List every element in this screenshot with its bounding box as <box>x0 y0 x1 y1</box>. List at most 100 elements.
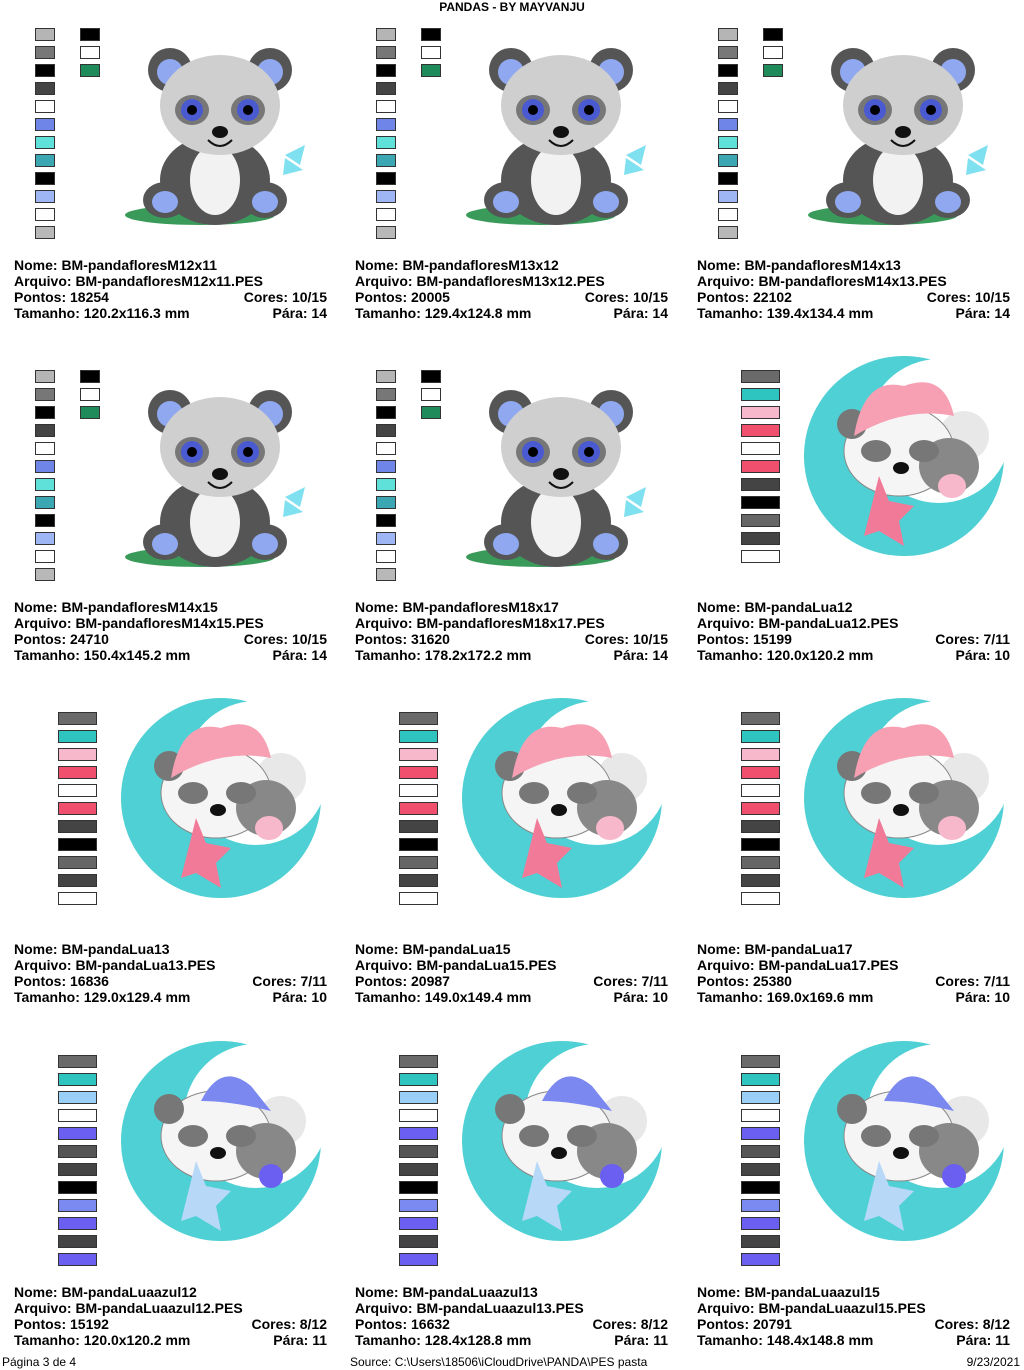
shape <box>207 481 233 489</box>
shape <box>584 105 594 115</box>
color-swatch <box>58 1091 97 1104</box>
color-swatch <box>399 730 438 743</box>
color-swatch <box>58 820 97 833</box>
shape <box>553 126 569 138</box>
page-number: Página 3 de 4 <box>2 1355 77 1369</box>
color-swatch <box>741 1199 780 1212</box>
design-card: Nome: BM-pandaLuaazul12 Arquivo: BM-panda… <box>0 1027 341 1357</box>
color-swatch <box>399 1199 438 1212</box>
size: Tamanho: 128.4x128.8 mm <box>355 1332 532 1348</box>
size: Tamanho: 149.0x149.4 mm <box>355 989 532 1005</box>
color-swatch <box>741 1145 780 1158</box>
color-swatch <box>741 1127 780 1140</box>
design-image <box>125 48 305 225</box>
shape <box>567 782 597 804</box>
color-swatch <box>741 424 780 437</box>
shape <box>600 1164 624 1188</box>
shape <box>493 533 519 555</box>
color-swatch <box>741 1109 780 1122</box>
shape <box>893 804 909 816</box>
shape <box>495 1094 525 1124</box>
file: Arquivo: BM-pandafloresM14x13.PES <box>697 273 947 289</box>
design-image <box>804 698 1006 898</box>
color-swatch <box>35 64 55 77</box>
file: Arquivo: BM-pandaLuaazul12.PES <box>14 1300 243 1316</box>
shape <box>542 1076 612 1111</box>
color-swatch <box>399 820 438 833</box>
name: Nome: BM-pandaLuaazul12 <box>14 1284 197 1300</box>
color-swatch <box>376 370 396 383</box>
shape <box>190 145 240 215</box>
shape <box>243 105 253 115</box>
color-swatch <box>376 514 396 527</box>
shape <box>864 476 914 546</box>
color-swatch <box>741 874 780 887</box>
shape <box>160 55 280 155</box>
color-swatch <box>399 1163 438 1176</box>
color-swatch <box>399 1127 438 1140</box>
color-swatch <box>718 172 738 185</box>
colors: Cores: 7/11 <box>593 973 668 989</box>
shape <box>966 145 988 175</box>
color-swatch <box>376 406 396 419</box>
color-swatch <box>399 766 438 779</box>
color-swatch <box>741 1055 780 1068</box>
color-swatch <box>718 154 738 167</box>
shape <box>942 1164 966 1188</box>
stops: Pára: 10 <box>613 989 668 1005</box>
stops: Pára: 14 <box>272 647 327 663</box>
colors: Cores: 8/12 <box>251 1316 327 1332</box>
colors: Cores: 10/15 <box>243 289 327 305</box>
shape <box>528 105 538 115</box>
color-swatch <box>421 406 441 419</box>
design-image <box>808 48 988 225</box>
file: Arquivo: BM-pandaLua17.PES <box>697 957 899 973</box>
color-swatch <box>376 172 396 185</box>
color-swatch <box>741 820 780 833</box>
shape <box>501 397 621 497</box>
stops: Pára: 11 <box>614 1332 668 1348</box>
shape <box>207 139 233 147</box>
design-image <box>466 390 646 567</box>
color-swatch <box>58 784 97 797</box>
size: Tamanho: 148.4x148.8 mm <box>697 1332 874 1348</box>
shape <box>252 533 278 555</box>
stops: Pára: 14 <box>272 305 327 321</box>
name: Nome: BM-pandafloresM18x17 <box>355 599 559 615</box>
color-swatch <box>741 406 780 419</box>
stitches: Pontos: 20005 <box>355 289 450 305</box>
file: Arquivo: BM-pandaLua13.PES <box>14 957 216 973</box>
shape <box>528 447 538 457</box>
color-swatch <box>376 46 396 59</box>
shape <box>909 440 939 462</box>
color-swatch <box>399 1091 438 1104</box>
shape <box>938 474 966 498</box>
color-swatch <box>58 1253 97 1266</box>
name: Nome: BM-pandaLuaazul15 <box>697 1284 880 1300</box>
stitches: Pontos: 25380 <box>697 973 792 989</box>
shape <box>861 440 891 462</box>
name: Nome: BM-pandafloresM13x12 <box>355 257 559 273</box>
shape <box>181 1161 231 1231</box>
color-swatch <box>718 82 738 95</box>
size: Tamanho: 120.0x120.2 mm <box>14 1332 191 1348</box>
color-swatch <box>399 1109 438 1122</box>
color-swatch <box>35 370 55 383</box>
colors: Cores: 7/11 <box>252 973 327 989</box>
color-swatch <box>35 478 55 491</box>
color-swatch <box>58 1217 97 1230</box>
design-card: Nome: BM-pandafloresM14x13 Arquivo: BM-pa… <box>683 0 1024 330</box>
file: Arquivo: BM-pandaLuaazul15.PES <box>697 1300 926 1316</box>
color-swatch <box>376 28 396 41</box>
stops: Pára: 14 <box>955 305 1010 321</box>
color-swatch <box>58 766 97 779</box>
size: Tamanho: 169.0x169.6 mm <box>697 989 874 1005</box>
color-swatch <box>399 1073 438 1086</box>
shape <box>178 782 208 804</box>
color-swatch <box>763 46 783 59</box>
color-swatch <box>376 64 396 77</box>
shape <box>531 145 581 215</box>
color-swatch <box>741 1253 780 1266</box>
color-swatch <box>58 838 97 851</box>
